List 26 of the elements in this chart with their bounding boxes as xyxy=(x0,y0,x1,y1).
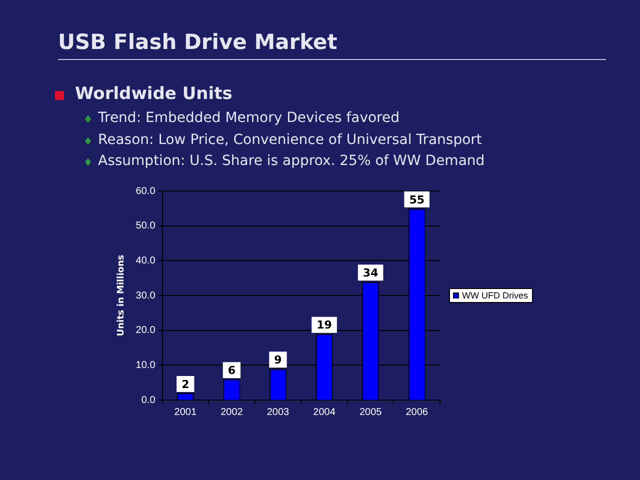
x-tick-label: 2003 xyxy=(266,406,290,418)
data-label: 2 xyxy=(182,378,190,391)
y-tick-label: 50.0 xyxy=(136,220,156,232)
x-tick-label: 2004 xyxy=(313,406,336,418)
legend-label: WW UFD Drives xyxy=(462,290,528,300)
data-label: 34 xyxy=(362,266,379,280)
y-tick-label: 30.0 xyxy=(136,290,156,302)
x-tick-label: 2002 xyxy=(220,406,244,418)
y-axis-title: Units in Millions xyxy=(116,254,127,336)
data-label: 19 xyxy=(316,318,332,332)
y-tick-label: 20.0 xyxy=(136,325,156,336)
x-tick-label: 2005 xyxy=(359,406,382,418)
data-label: 55 xyxy=(409,193,425,206)
text: Trend: Embedded Memory Devices favored xyxy=(98,109,400,128)
text: Reason: Low Price, Convenience of Universal Transport xyxy=(98,130,482,150)
y-tick-label: 60.0 xyxy=(136,186,156,197)
y-tick-label: 10.0 xyxy=(136,360,156,371)
chart-title: USB Flash Drive Market xyxy=(58,29,338,55)
data-label: 6 xyxy=(228,364,236,377)
chart-subtitle: Worldwide Units xyxy=(75,83,232,105)
data-label: 9 xyxy=(274,354,282,367)
text: Assumption: U.S. Share is approx. 25% of WW Demand xyxy=(98,152,485,171)
y-tick-label: 0.0 xyxy=(141,394,156,406)
y-tick-label: 40.0 xyxy=(136,255,156,266)
x-tick-label: 2006 xyxy=(406,406,428,418)
x-tick-label: 2001 xyxy=(174,406,197,418)
